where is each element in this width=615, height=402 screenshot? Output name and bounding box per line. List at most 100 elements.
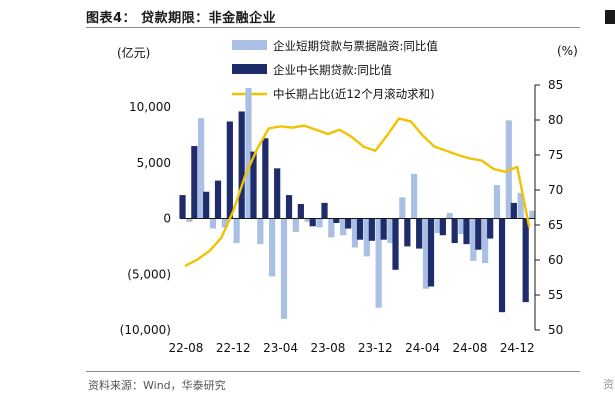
bar-short-term (304, 218, 311, 222)
legend-label-short-term: 企业短期贷款与票据融资:同比值 (273, 39, 438, 53)
bar-medium-long-term (345, 218, 352, 229)
bar-short-term (434, 218, 441, 233)
bar-medium-long-term (285, 195, 293, 219)
bar-medium-long-term (333, 218, 340, 223)
right-tick-label: 80 (548, 113, 563, 127)
line-point (362, 145, 365, 148)
line-point (291, 126, 294, 129)
line-point (232, 210, 235, 212)
line-point (433, 145, 436, 148)
x-tick-label: 24-12 (500, 341, 535, 355)
bar-short-term (198, 118, 205, 219)
bar-short-term (340, 218, 347, 236)
left-tick-label: (10,000) (120, 323, 171, 337)
bar-short-term (221, 218, 228, 228)
bar-medium-long-term (427, 218, 435, 287)
line-point (279, 125, 282, 128)
bar-medium-long-term (416, 218, 423, 249)
bar-medium-long-term (451, 218, 458, 244)
bar-medium-long-term (356, 218, 364, 240)
line-point (338, 129, 341, 131)
line-point (492, 168, 495, 170)
bar-short-term (186, 218, 193, 222)
right-tick-label: 60 (548, 253, 563, 267)
line-point (469, 157, 471, 160)
right-tick-label: 50 (548, 323, 563, 337)
legend-swatch-medium-long-term (232, 64, 267, 74)
bar-short-term (257, 218, 264, 245)
bar-short-term (446, 212, 453, 219)
bar-short-term (387, 218, 394, 244)
line-point (208, 250, 211, 252)
bar-medium-long-term (226, 121, 233, 219)
line-point (244, 175, 246, 177)
bar-medium-long-term (522, 218, 529, 303)
title-rule (86, 27, 580, 28)
x-tick-label: 23-08 (310, 341, 345, 355)
bar-medium-long-term (368, 218, 375, 241)
right-tick-label: 70 (548, 183, 563, 197)
figure-title: 图表4： 贷款期限：非金融企业 (86, 11, 277, 26)
line-point (256, 148, 258, 151)
bar-short-term (422, 218, 430, 289)
line-point (457, 154, 459, 156)
line-point (350, 136, 353, 138)
left-tick-label: 0 (163, 212, 171, 226)
bar-medium-long-term (439, 218, 446, 236)
right-tick-label: 65 (548, 218, 563, 232)
line-point (374, 150, 377, 152)
bar-short-term (529, 210, 536, 219)
bar-short-term (482, 218, 489, 264)
bar-medium-long-term (510, 202, 517, 219)
adjacent-figure-text: 资 (603, 378, 614, 391)
bar-medium-long-term (191, 146, 198, 219)
bar-short-term (209, 218, 217, 229)
line-point (421, 134, 424, 137)
adjacent-figure-edge (605, 10, 615, 24)
bar-medium-long-term (238, 111, 245, 219)
bar-short-term (411, 173, 418, 219)
bar-medium-long-term (392, 218, 399, 270)
left-tick-label: 10,000 (129, 100, 171, 114)
bar-medium-long-term (214, 180, 222, 219)
line-point (445, 150, 448, 152)
bar-medium-long-term (498, 218, 506, 313)
bar-medium-long-term (203, 191, 210, 219)
bar-short-term (245, 88, 252, 219)
line-point (185, 264, 187, 267)
line-point (480, 159, 483, 162)
line-layer (184, 117, 531, 267)
bar-short-term (470, 218, 477, 261)
bar-medium-long-term (463, 218, 470, 245)
left-tick-label: (5,000) (127, 267, 171, 281)
line-medium-long-share (184, 117, 531, 267)
line-point (315, 129, 317, 131)
bar-medium-long-term (297, 204, 304, 219)
bar-short-term (351, 218, 359, 248)
bar-short-term (292, 218, 299, 232)
bar-short-term (280, 218, 288, 319)
left-tick-label: 5,000 (137, 156, 171, 170)
bar-short-term (493, 185, 501, 219)
x-tick-label: 24-04 (405, 341, 440, 355)
legend-label-medium-long-term: 企业中长期贷款:同比值 (273, 63, 392, 77)
bars-layer (179, 88, 536, 319)
x-tick-label: 23-04 (263, 341, 298, 355)
axes-layer: 10,000 5,000 0 (5,000) (10,000) 85 80 75 70 65 60 5… (120, 78, 564, 355)
line-point (303, 124, 306, 127)
bar-medium-long-term (250, 151, 257, 219)
bar-medium-long-term (262, 138, 269, 219)
bar-short-term (316, 218, 323, 228)
line-point (220, 236, 223, 239)
line-point (196, 258, 199, 261)
right-tick-label: 55 (548, 288, 563, 302)
legend: 企业短期贷款与票据融资:同比值企业中长期贷款:同比值中长期占比(近12个月滚动求… (232, 39, 438, 101)
x-tick-label: 22-08 (168, 341, 203, 355)
bar-medium-long-term (380, 218, 387, 240)
line-point (409, 120, 412, 123)
legend-label-share-line: 中长期占比(近12个月滚动求和) (273, 87, 435, 101)
line-point (516, 166, 519, 168)
bar-medium-long-term (404, 218, 411, 247)
line-point (327, 133, 329, 135)
